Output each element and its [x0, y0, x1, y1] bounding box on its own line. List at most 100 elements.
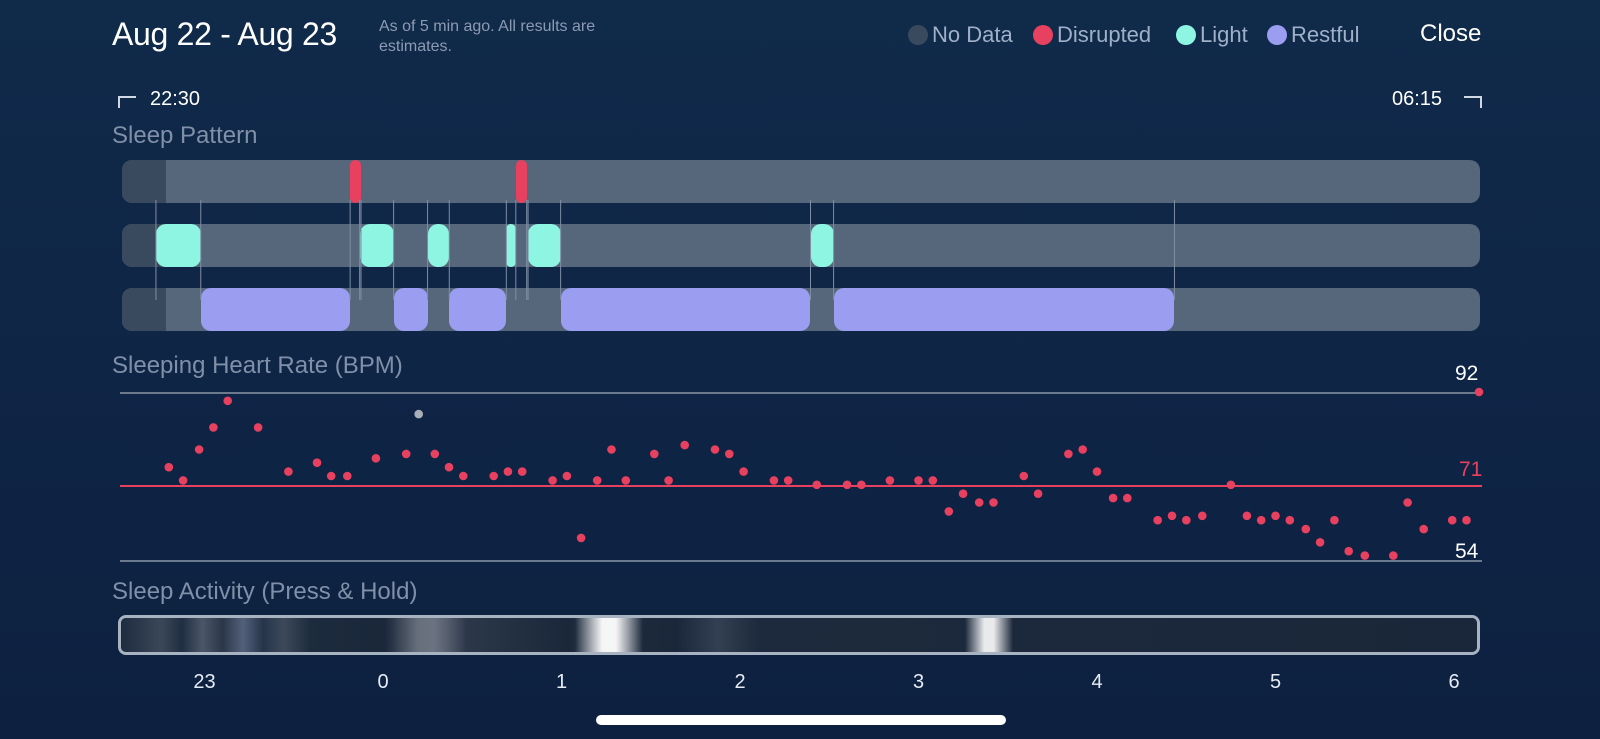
heart-rate-point: [725, 449, 734, 459]
sleep-activity-title: Sleep Activity (Press & Hold): [112, 578, 418, 605]
heart-rate-point: [223, 396, 232, 406]
heart-rate-point: [989, 498, 998, 507]
heart-rate-point: [1330, 515, 1339, 525]
heart-rate-point: [664, 476, 673, 485]
heart-rate-point: [430, 449, 440, 459]
heart-rate-point: [710, 445, 720, 454]
no-data-dot-icon: [908, 25, 928, 45]
home-indicator[interactable]: [596, 715, 1006, 725]
heart-rate-point: [164, 462, 174, 472]
heart-rate-point: [459, 471, 468, 481]
heart-rate-point: [739, 467, 748, 476]
hr-avg-label: 71: [1459, 458, 1483, 481]
legend-disrupted: Disrupted: [1033, 22, 1151, 48]
light-segment: [810, 224, 834, 267]
time-tick-label: 3: [912, 671, 925, 693]
heart-rate-point: [1403, 498, 1412, 507]
hr-max-line: [120, 392, 1482, 394]
heart-rate-point: [326, 471, 336, 481]
heart-rate-point: [503, 467, 513, 476]
end-time: 06:15: [1392, 88, 1443, 110]
date-range-title: Aug 22 - Aug 23: [112, 16, 338, 52]
restful-segment: [200, 288, 351, 331]
estimate-note: As of 5 min ago. All results are estimat…: [379, 18, 596, 55]
heart-rate-point: [783, 476, 793, 485]
time-tick-label: 23: [193, 671, 216, 693]
start-time: 22:30: [150, 88, 201, 110]
heart-rate-point: [607, 445, 616, 454]
legend-label: Restful: [1291, 22, 1360, 47]
time-tick-label: 0: [377, 671, 389, 693]
heart-rate-point: [401, 449, 411, 459]
legend-restful: Restful: [1267, 22, 1359, 48]
hr-min-line: [120, 560, 1482, 562]
heart-rate-point: [1462, 515, 1471, 525]
heart-rate-point: [312, 458, 322, 468]
light-segment: [427, 224, 450, 267]
heart-rate-point: [914, 476, 923, 485]
heart-rate-point: [769, 476, 779, 485]
legend-label: Light: [1200, 22, 1248, 47]
no-data-segment: [122, 288, 166, 331]
hr-min-label: 54: [1455, 540, 1479, 563]
heart-rate-point: [576, 533, 586, 543]
heart-rate-point: [371, 454, 381, 463]
heart-rate-point: [1078, 445, 1087, 454]
legend-light: Light: [1176, 22, 1248, 48]
sleep-activity-bar[interactable]: [118, 615, 1480, 655]
activity-band: [385, 618, 467, 652]
heart-rate-point: [1242, 511, 1252, 521]
restful-segment: [833, 288, 1175, 331]
legend-no-data: No Data: [908, 22, 1013, 48]
restful-track[interactable]: [122, 288, 1480, 331]
heart-rate-point: [857, 480, 866, 490]
heart-rate-point: [489, 471, 499, 481]
start-bracket-icon: [118, 96, 136, 108]
heart-rate-point: [253, 423, 263, 432]
heart-rate-point: [284, 467, 293, 476]
heart-rate-point: [414, 409, 424, 419]
disrupted-track[interactable]: [122, 160, 1480, 203]
heart-rate-point: [1198, 511, 1207, 521]
hr-avg-line: [120, 485, 1482, 487]
heart-rate-point: [1153, 515, 1162, 525]
heart-rate-point: [1033, 489, 1043, 499]
heart-rate-point: [1419, 524, 1428, 534]
light-segment: [155, 224, 201, 267]
activity-band: [965, 618, 1013, 652]
light-segment: [506, 224, 516, 267]
light-segment: [359, 224, 394, 267]
heart-rate-point: [621, 476, 631, 485]
heart-rate-point: [1167, 511, 1177, 521]
heart-rate-point: [812, 480, 822, 490]
heart-rate-point: [1226, 480, 1236, 490]
no-data-segment: [122, 160, 166, 203]
heart-rate-point: [885, 476, 895, 485]
time-tick-label: 6: [1448, 671, 1460, 693]
time-tick-label: 2: [734, 671, 746, 693]
heart-rate-point: [1092, 467, 1102, 476]
light-track[interactable]: [122, 224, 1480, 267]
heart-rate-point: [444, 462, 454, 472]
disrupted-segment: [350, 160, 361, 203]
heart-rate-point: [974, 498, 984, 507]
heart-rate-point: [928, 476, 938, 485]
heart-rate-point: [1019, 471, 1029, 481]
heart-rate-point: [1064, 449, 1073, 459]
time-tick-label: 5: [1269, 671, 1282, 693]
legend-label: No Data: [932, 22, 1013, 47]
heart-rate-point: [548, 476, 557, 485]
heart-rate-point: [178, 476, 188, 485]
heart-rate-point: [650, 449, 659, 459]
legend-label: Disrupted: [1057, 22, 1152, 47]
light-dot-icon: [1176, 25, 1196, 45]
restful-segment: [449, 288, 507, 331]
close-button[interactable]: Close: [1420, 20, 1482, 47]
heart-rate-point: [842, 480, 852, 490]
end-bracket-icon: [1464, 96, 1482, 108]
heart-rate-point: [1256, 515, 1266, 525]
restful-segment: [560, 288, 811, 331]
light-segment: [528, 224, 561, 267]
